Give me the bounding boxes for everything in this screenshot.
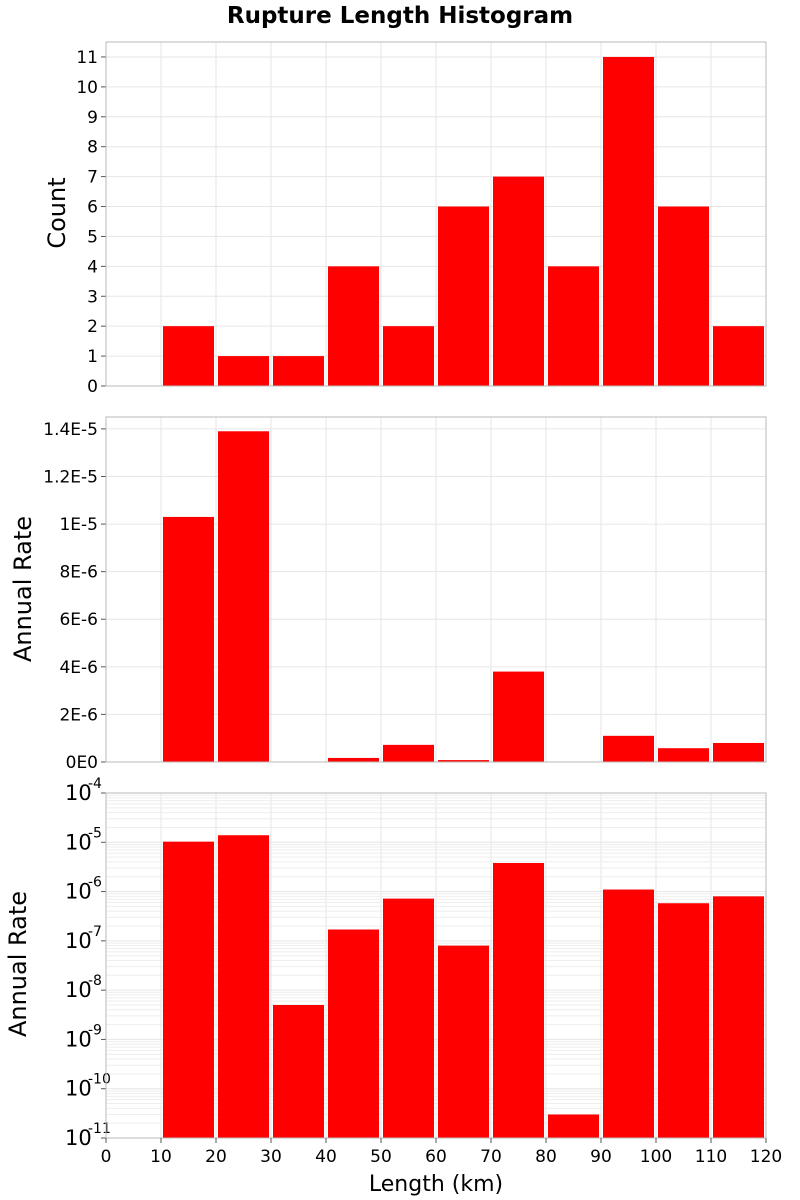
y-tick-label: 2E-6 xyxy=(59,705,98,725)
histogram-bar xyxy=(273,356,324,386)
histogram-bar xyxy=(603,735,654,762)
y-tick-label-exponent: -9 xyxy=(88,1022,102,1038)
y-tick-label: 5 xyxy=(87,227,98,247)
ylabel-count: Count xyxy=(43,177,71,248)
y-tick-label: 2 xyxy=(87,317,98,337)
y-tick-label: 7 xyxy=(87,168,98,188)
histogram-bar xyxy=(548,266,599,386)
x-tick-label: 50 xyxy=(370,1147,392,1167)
histogram-bar xyxy=(328,757,379,762)
y-tick-label-exponent: -6 xyxy=(88,875,102,891)
x-tick-label: 20 xyxy=(205,1147,227,1167)
y-tick-label: 4 xyxy=(87,257,98,277)
y-tick-label: 9 xyxy=(87,108,98,128)
y-tick-label: 8 xyxy=(87,138,98,158)
y-tick-label: 1 xyxy=(87,347,98,367)
y-tick-label-base: 10 xyxy=(65,830,92,854)
histogram-bar xyxy=(383,898,434,1138)
y-tick-label-exponent: -11 xyxy=(88,1121,111,1137)
y-tick-label-base: 10 xyxy=(65,781,92,805)
histogram-bar xyxy=(658,903,709,1138)
y-tick-label: 4E-6 xyxy=(59,658,98,678)
histogram-bar xyxy=(328,929,379,1138)
y-tick-label: 0 xyxy=(87,377,98,397)
ylabel-annual-rate-linear: Annual Rate xyxy=(9,516,37,662)
x-tick-label: 70 xyxy=(480,1147,502,1167)
histogram-bar xyxy=(658,748,709,762)
histogram-bar xyxy=(548,1114,599,1138)
x-tick-label: 110 xyxy=(695,1147,727,1167)
histogram-bar xyxy=(713,742,764,762)
y-tick-label: 1.4E-5 xyxy=(43,420,98,440)
y-tick-label-exponent: -10 xyxy=(88,1072,111,1088)
x-tick-label: 120 xyxy=(750,1147,782,1167)
histogram-bar xyxy=(493,176,544,386)
histogram-bar xyxy=(218,431,269,762)
count-histogram-panel: 0 1 2 3 4 5 6 7 8 9 10 11 xyxy=(76,41,767,397)
chart-title: Rupture Length Histogram xyxy=(227,3,573,29)
x-tick-label: 60 xyxy=(425,1147,447,1167)
y-tick-label-exponent: -5 xyxy=(88,825,102,841)
histogram-bar xyxy=(603,889,654,1138)
x-axis-label: Length (km) xyxy=(369,1172,503,1197)
histogram-bar xyxy=(163,841,214,1138)
y-tick-label-exponent: -8 xyxy=(88,973,102,989)
plot-frame xyxy=(105,41,767,387)
x-tick-label: 90 xyxy=(590,1147,612,1167)
x-tick-label: 10 xyxy=(150,1147,172,1167)
y-tick-label: 1.2E-5 xyxy=(43,467,98,487)
y-tick-label-base: 10 xyxy=(65,1077,92,1101)
histogram-bar xyxy=(383,744,434,762)
histogram-bar xyxy=(218,356,269,386)
x-tick-label: 40 xyxy=(315,1147,337,1167)
y-tick-label: 1E-5 xyxy=(59,515,98,535)
histogram-bar xyxy=(493,862,544,1138)
histogram-bar xyxy=(218,835,269,1138)
y-tick-label: 0E0 xyxy=(66,753,98,773)
histogram-bar xyxy=(438,760,489,762)
y-tick-label-exponent: -4 xyxy=(88,776,102,792)
annual-rate-linear-panel: 0E0 2E-6 4E-6 6E-6 8E-6 1E-5 1.2E-5 1.4E-5 xyxy=(43,416,767,773)
histogram-bar xyxy=(713,896,764,1138)
histogram-bar xyxy=(383,326,434,386)
y-tick-label-base: 10 xyxy=(65,978,92,1002)
y-tick-label: 11 xyxy=(76,48,98,68)
histogram-bar xyxy=(713,326,764,386)
histogram-bar xyxy=(163,516,214,762)
y-tick-label-base: 10 xyxy=(65,929,92,953)
histogram-bar xyxy=(438,206,489,386)
x-tick-label: 80 xyxy=(535,1147,557,1167)
y-tick-label: 8E-6 xyxy=(59,563,98,583)
x-tick-label: 0 xyxy=(101,1147,112,1167)
histogram-bar xyxy=(658,206,709,386)
y-tick-label-exponent: -7 xyxy=(88,924,102,940)
y-tick-label: 10 xyxy=(76,78,98,98)
histogram-bar xyxy=(493,671,544,762)
histogram-bar xyxy=(273,1004,324,1138)
x-tick-label: 100 xyxy=(640,1147,672,1167)
plot-frame xyxy=(105,416,767,763)
y-tick-label-base: 10 xyxy=(65,1027,92,1051)
histogram-bar xyxy=(328,266,379,386)
histogram-bar xyxy=(438,945,489,1138)
y-tick-label-base: 10 xyxy=(65,880,92,904)
histogram-bar xyxy=(163,326,214,386)
x-tick-label: 30 xyxy=(260,1147,282,1167)
histogram-bar xyxy=(603,56,654,387)
y-tick-label: 6 xyxy=(87,198,98,218)
y-tick-label: 6E-6 xyxy=(59,610,98,630)
ylabel-annual-rate-log: Annual Rate xyxy=(4,891,32,1037)
y-tick-label: 3 xyxy=(87,287,98,307)
y-tick-label-base: 10 xyxy=(65,1126,92,1150)
